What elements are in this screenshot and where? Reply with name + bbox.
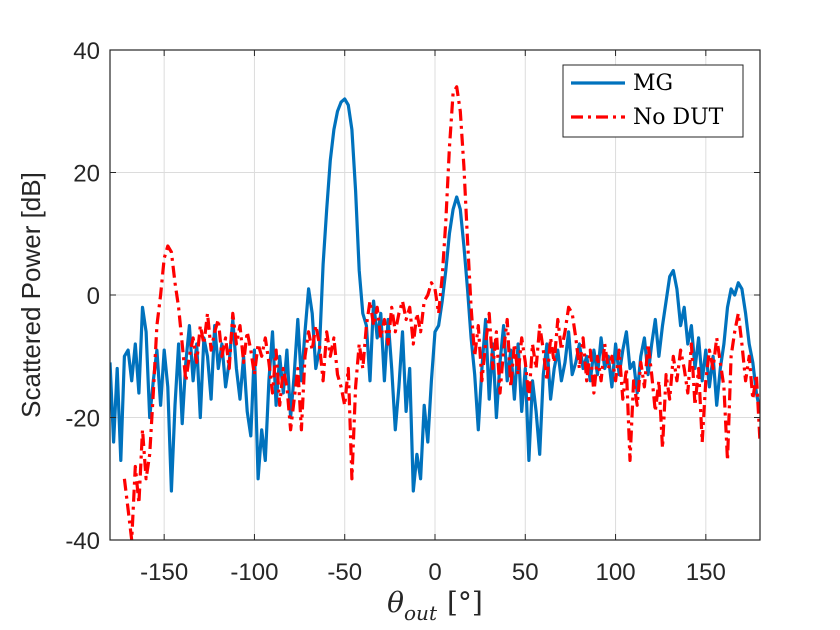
series-line-no-dut: [122, 85, 760, 540]
y-tick-label: -40: [65, 528, 100, 555]
x-tick-label: -100: [230, 559, 278, 586]
x-tick-label: 150: [686, 559, 726, 586]
y-tick-label: 0: [87, 283, 100, 310]
x-axis-label-subscript: out: [404, 601, 438, 625]
series-layer: [110, 85, 760, 540]
x-tick-label: -50: [327, 559, 362, 586]
x-tick-label: 50: [512, 559, 539, 586]
x-axis-label: θout [°]: [387, 586, 483, 625]
y-tick-label: 20: [73, 161, 100, 188]
x-tick-label: 100: [596, 559, 636, 586]
y-tick-label: -20: [65, 406, 100, 433]
x-tick-label: 0: [428, 559, 441, 586]
y-tick-label: 40: [73, 38, 100, 65]
legend-label: MG: [633, 71, 673, 96]
legend-box: [562, 64, 744, 138]
y-axis-label: Scattered Power [dB]: [16, 172, 46, 418]
x-axis-label-symbol: θ: [387, 586, 404, 619]
x-axis-label-unit: [°]: [447, 586, 483, 619]
series-line-mg: [110, 97, 760, 493]
x-tick-label: -150: [140, 559, 188, 586]
axis-ticks: -150 -100 -50 0 50 100 150 -40 -20 0 20 40: [65, 38, 760, 586]
legend-label: No DUT: [633, 105, 724, 130]
legend: MG No DUT: [562, 64, 744, 138]
